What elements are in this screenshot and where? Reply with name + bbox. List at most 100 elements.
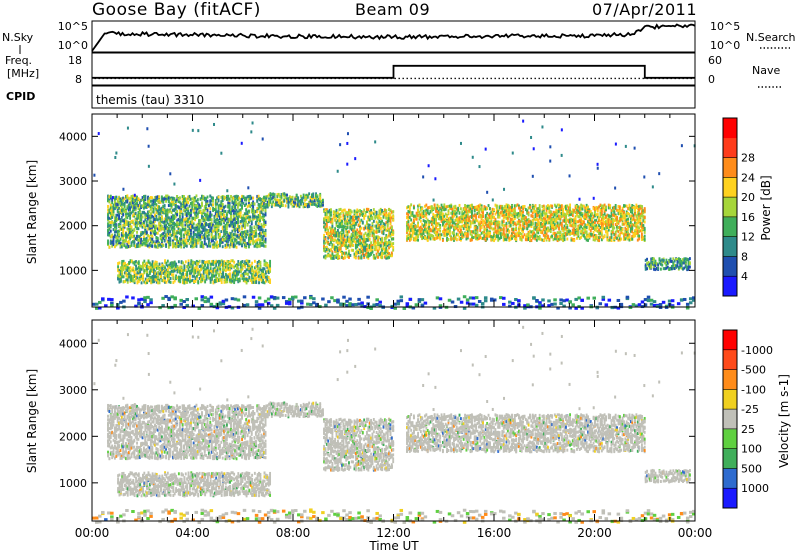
power-cell bbox=[389, 220, 391, 223]
power-cell bbox=[151, 245, 153, 248]
power-cell bbox=[254, 202, 256, 205]
power-cell bbox=[269, 265, 271, 268]
power-cell bbox=[236, 246, 238, 249]
power-cell bbox=[254, 225, 256, 228]
power-cell bbox=[215, 238, 217, 241]
power-cell bbox=[227, 195, 229, 198]
power-cell bbox=[254, 260, 256, 263]
power-cell bbox=[392, 246, 394, 249]
power-cell bbox=[241, 227, 243, 230]
power-cell bbox=[120, 225, 122, 228]
power-cell bbox=[347, 233, 349, 236]
power-cell bbox=[265, 229, 267, 232]
power-cell bbox=[138, 260, 140, 263]
power-cell bbox=[208, 260, 210, 263]
power-cell bbox=[167, 260, 169, 263]
power-cell bbox=[182, 213, 184, 216]
power-cell bbox=[247, 273, 249, 276]
power-cell bbox=[262, 270, 264, 273]
power-cell bbox=[248, 260, 250, 263]
power-cell bbox=[218, 274, 220, 277]
power-cell bbox=[140, 218, 142, 221]
power-cell bbox=[216, 241, 218, 244]
power-cell bbox=[416, 218, 418, 221]
freq-label-line2: [MHz] bbox=[7, 67, 39, 80]
power-cell bbox=[342, 231, 344, 234]
power-cell bbox=[331, 225, 333, 228]
power-cell bbox=[204, 280, 206, 283]
power-cell bbox=[126, 194, 128, 197]
power-cell bbox=[158, 195, 160, 198]
power-cell bbox=[372, 246, 374, 249]
power-cell bbox=[181, 266, 183, 269]
power-cell bbox=[222, 203, 224, 206]
cpid-mode: themis (tau) 3310 bbox=[96, 93, 204, 107]
power-cell bbox=[159, 281, 161, 284]
power-cell bbox=[176, 210, 178, 213]
power-cell bbox=[157, 237, 159, 240]
power-cell bbox=[258, 222, 260, 225]
power-cell bbox=[176, 236, 178, 239]
power-cell bbox=[159, 263, 161, 266]
power-cell bbox=[248, 245, 250, 248]
power-cell bbox=[135, 265, 137, 268]
power-cell bbox=[182, 222, 184, 225]
power-cell bbox=[179, 196, 181, 199]
power-cell bbox=[391, 254, 393, 257]
power-cell bbox=[193, 222, 195, 225]
power-cell bbox=[233, 261, 235, 264]
power-cell bbox=[218, 196, 220, 199]
power-cell bbox=[180, 234, 182, 237]
power-cell bbox=[330, 208, 332, 211]
power-cell bbox=[219, 244, 221, 247]
power-cell bbox=[427, 239, 429, 242]
power-cell bbox=[322, 204, 324, 207]
power-cell bbox=[255, 281, 257, 284]
power-cell bbox=[410, 203, 412, 206]
power-cell bbox=[120, 238, 122, 241]
power-cell bbox=[185, 260, 187, 263]
freq-label-line1: Freq. bbox=[5, 54, 32, 67]
power-cell bbox=[180, 245, 182, 248]
power-cell bbox=[196, 194, 198, 197]
power-cell bbox=[337, 229, 339, 232]
power-cell bbox=[179, 215, 181, 218]
power-cell bbox=[269, 281, 271, 284]
power-cell bbox=[356, 213, 358, 216]
power-cell bbox=[186, 245, 188, 248]
power-cell bbox=[244, 265, 246, 268]
power-cell bbox=[407, 220, 409, 223]
power-cell bbox=[381, 256, 383, 259]
power-cell bbox=[241, 206, 243, 209]
power-cell bbox=[197, 215, 199, 218]
power-cell bbox=[211, 226, 213, 229]
power-cell bbox=[212, 197, 214, 200]
power-cell bbox=[269, 262, 271, 265]
power-cell bbox=[252, 197, 254, 200]
power-cell bbox=[233, 215, 235, 218]
power-cell bbox=[274, 193, 276, 196]
nsky-label: N.Sky bbox=[2, 31, 34, 44]
power-cell bbox=[113, 213, 115, 216]
power-cell bbox=[218, 199, 220, 202]
nsky-tick-bottom: 10^0 bbox=[58, 39, 88, 52]
power-cell bbox=[420, 220, 422, 223]
power-cell bbox=[259, 265, 261, 268]
power-cell bbox=[392, 242, 394, 245]
power-cell bbox=[385, 209, 387, 212]
power-cell bbox=[282, 204, 284, 207]
power-cell bbox=[190, 229, 192, 232]
power-cell bbox=[255, 229, 257, 232]
power-cell bbox=[107, 242, 109, 245]
power-cell bbox=[215, 205, 217, 208]
power-cell bbox=[392, 219, 394, 222]
power-cell bbox=[133, 228, 135, 231]
power-cell bbox=[331, 220, 333, 223]
power-cell bbox=[117, 265, 119, 268]
power-cell bbox=[265, 209, 267, 212]
power-cell bbox=[113, 210, 115, 213]
power-cell bbox=[141, 281, 143, 284]
power-cell bbox=[425, 204, 427, 207]
power-cell bbox=[127, 278, 129, 281]
